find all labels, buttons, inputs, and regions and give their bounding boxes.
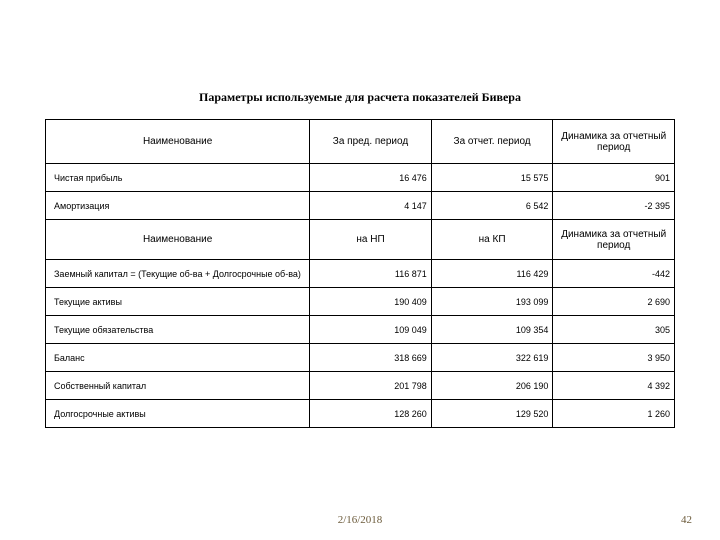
table-row: Баланс 318 669 322 619 3 950	[46, 344, 675, 372]
row-value: 116 871	[310, 260, 432, 288]
row-label: Собственный капитал	[46, 372, 310, 400]
table-row: Текущие активы 190 409 193 099 2 690	[46, 288, 675, 316]
table-row: Собственный капитал 201 798 206 190 4 39…	[46, 372, 675, 400]
table-row: Заемный капитал = (Текущие об-ва + Долго…	[46, 260, 675, 288]
row-value: 318 669	[310, 344, 432, 372]
beaver-params-table: Наименование За пред. период За отчет. п…	[45, 119, 675, 428]
table-row: Текущие обязательства 109 049 109 354 30…	[46, 316, 675, 344]
row-value: 190 409	[310, 288, 432, 316]
table-row: Чистая прибыль 16 476 15 575 901	[46, 164, 675, 192]
row-label: Долгосрочные активы	[46, 400, 310, 428]
row-value: 15 575	[431, 164, 553, 192]
row-value: 129 520	[431, 400, 553, 428]
row-value: 116 429	[431, 260, 553, 288]
table-header-1: Наименование За пред. период За отчет. п…	[46, 120, 675, 164]
row-value: 128 260	[310, 400, 432, 428]
col-dynamics-header: Динамика за отчетный период	[553, 120, 675, 164]
row-value: 4 392	[553, 372, 675, 400]
table-row: Амортизация 4 147 6 542 -2 395	[46, 192, 675, 220]
row-label: Баланс	[46, 344, 310, 372]
col-kp-header: на КП	[431, 220, 553, 260]
footer-date: 2/16/2018	[0, 514, 720, 526]
slide: Параметры используемые для расчета показ…	[0, 0, 720, 540]
row-value: 201 798	[310, 372, 432, 400]
row-value: 109 354	[431, 316, 553, 344]
col-name-header: Наименование	[46, 120, 310, 164]
row-value: 109 049	[310, 316, 432, 344]
row-value: 2 690	[553, 288, 675, 316]
row-label: Чистая прибыль	[46, 164, 310, 192]
row-value: 4 147	[310, 192, 432, 220]
row-value: 16 476	[310, 164, 432, 192]
footer-page-number: 42	[681, 514, 692, 526]
table-header-2: Наименование на НП на КП Динамика за отч…	[46, 220, 675, 260]
row-label: Амортизация	[46, 192, 310, 220]
col-prev-period-header: За пред. период	[310, 120, 432, 164]
row-value: 193 099	[431, 288, 553, 316]
row-value: -442	[553, 260, 675, 288]
row-value: 901	[553, 164, 675, 192]
row-value: 3 950	[553, 344, 675, 372]
col-report-period-header: За отчет. период	[431, 120, 553, 164]
col-dynamics-header: Динамика за отчетный период	[553, 220, 675, 260]
row-value: 206 190	[431, 372, 553, 400]
row-value: 1 260	[553, 400, 675, 428]
row-label: Текущие активы	[46, 288, 310, 316]
row-value: 6 542	[431, 192, 553, 220]
col-name-header: Наименование	[46, 220, 310, 260]
row-value: 322 619	[431, 344, 553, 372]
row-label: Заемный капитал = (Текущие об-ва + Долго…	[46, 260, 310, 288]
col-np-header: на НП	[310, 220, 432, 260]
table-row: Долгосрочные активы 128 260 129 520 1 26…	[46, 400, 675, 428]
row-value: -2 395	[553, 192, 675, 220]
row-value: 305	[553, 316, 675, 344]
slide-title: Параметры используемые для расчета показ…	[45, 90, 675, 105]
row-label: Текущие обязательства	[46, 316, 310, 344]
